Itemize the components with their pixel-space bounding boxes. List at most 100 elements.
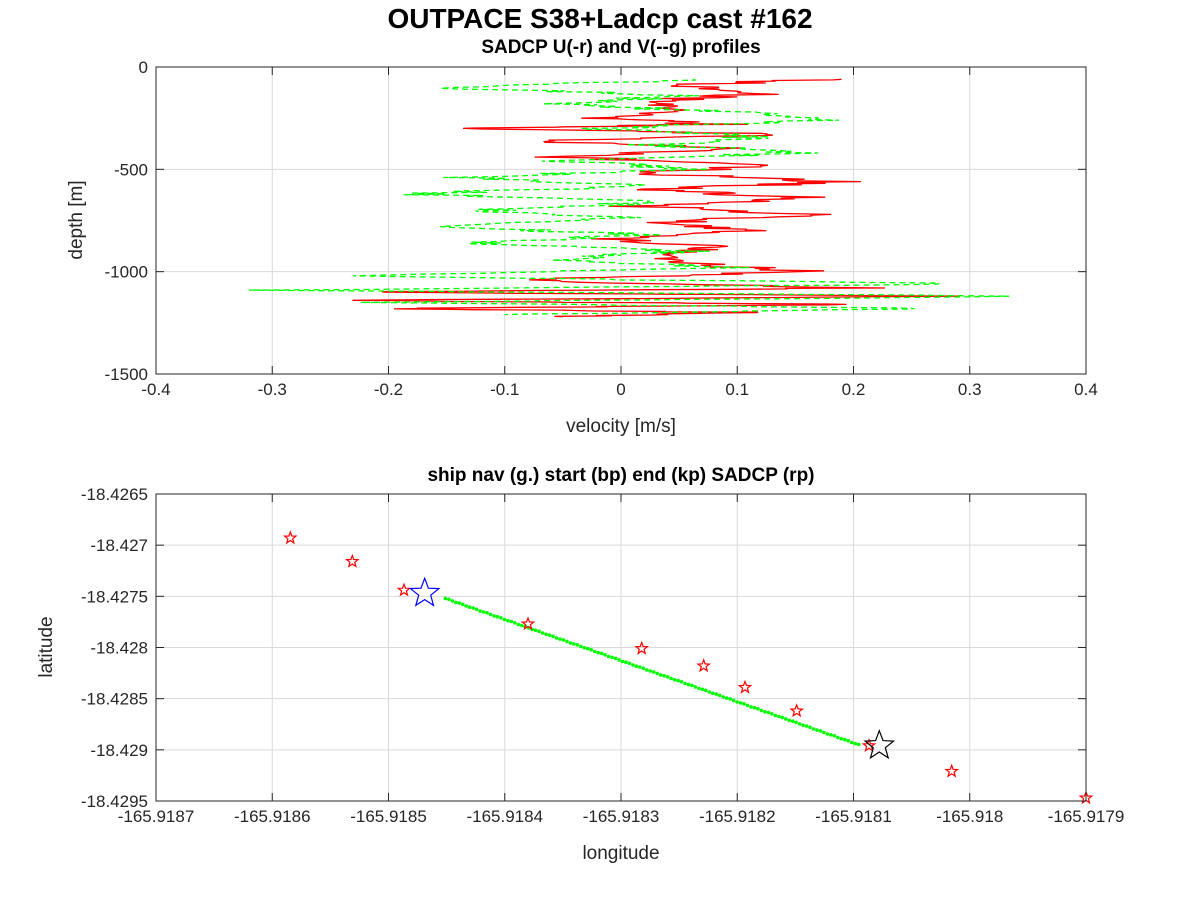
- ship-nav-point: [481, 610, 486, 614]
- ship-nav-point: [492, 614, 496, 618]
- nav-x-label: longitude: [582, 843, 659, 864]
- ship-nav-track: [443, 596, 861, 747]
- ship-nav-point: [697, 686, 701, 691]
- ship-nav-point: [693, 685, 698, 689]
- ship-nav-point: [509, 619, 514, 624]
- ship-nav-point: [832, 734, 837, 738]
- nav-x-tick-label: -165.9179: [1048, 807, 1125, 826]
- nav-data: [282, 530, 1094, 805]
- profile-x-tick-label: 0.2: [842, 380, 866, 399]
- ship-nav-point: [662, 674, 666, 678]
- ship-nav-point: [804, 724, 809, 728]
- sadcp-star-marker: [789, 703, 805, 718]
- ship-nav-point: [547, 633, 552, 637]
- ship-nav-point: [825, 732, 830, 736]
- ship-nav-point: [679, 680, 684, 684]
- nav-y-tick-label: -18.4285: [81, 690, 148, 709]
- ship-nav-point: [478, 609, 482, 613]
- ship-nav-point: [606, 654, 611, 659]
- ship-nav-point: [631, 663, 635, 667]
- ship-nav-point: [450, 599, 455, 603]
- nav-ticks: -165.9187 -165.9186 -165.9185 -165.9184 -165…: [81, 485, 1124, 826]
- ship-nav-point: [665, 675, 670, 679]
- profile-y-tick-label: -1500: [105, 365, 148, 384]
- ship-nav-point: [801, 723, 805, 728]
- ship-nav-point: [467, 605, 472, 609]
- ship-nav-axes: ship nav (g.) start (bp) end (kp) SADCP …: [36, 465, 1124, 864]
- ship-nav-point: [474, 607, 479, 612]
- ship-nav-point: [704, 688, 708, 693]
- ship-nav-point: [707, 690, 712, 694]
- sadcp-star-marker: [737, 679, 753, 694]
- ship-nav-point: [777, 714, 781, 719]
- ship-nav-point: [540, 631, 545, 635]
- sadcp-star-marker: [696, 658, 712, 673]
- nav-x-tick-label: -165.9184: [466, 807, 543, 826]
- u-velocity-line: [352, 78, 960, 318]
- ship-nav-point: [818, 729, 823, 733]
- ship-nav-point: [641, 666, 646, 671]
- ship-nav-point: [506, 618, 510, 623]
- ship-nav-point: [839, 737, 844, 741]
- ship-nav-point: [582, 646, 587, 650]
- ship-nav-point: [443, 596, 448, 601]
- ship-nav-point: [585, 646, 590, 651]
- ship-nav-point: [658, 673, 663, 677]
- ship-nav-point: [513, 621, 517, 625]
- ship-nav-point: [561, 638, 566, 642]
- ship-nav-point: [829, 733, 833, 737]
- ship-nav-point: [645, 668, 649, 672]
- ship-nav-point: [711, 691, 715, 696]
- nav-y-tick-label: -18.427: [90, 536, 148, 555]
- ship-nav-point: [797, 722, 802, 726]
- ship-nav-point: [624, 660, 628, 664]
- ship-nav-point: [471, 606, 475, 610]
- ship-nav-point: [794, 720, 798, 725]
- ship-nav-point: [856, 742, 861, 747]
- ship-nav-point: [592, 649, 597, 654]
- profile-x-tick-label: 0.3: [958, 380, 982, 399]
- nav-plot-title: ship nav (g.) start (bp) end (kp) SADCP …: [427, 465, 814, 486]
- ship-nav-point: [749, 705, 753, 709]
- ship-nav-point: [846, 739, 850, 743]
- ship-nav-point: [735, 700, 739, 704]
- nav-x-tick-label: -165.9187: [118, 807, 195, 826]
- ship-nav-point: [853, 741, 857, 746]
- ship-nav-point: [499, 616, 503, 620]
- ship-nav-point: [717, 693, 722, 698]
- ship-nav-point: [724, 696, 729, 700]
- figure-suptitle: OUTPACE S38+Ladcp cast #162: [387, 3, 812, 34]
- ship-nav-point: [700, 687, 705, 692]
- profile-plot-title: SADCP U(-r) and V(--g) profiles: [481, 37, 760, 58]
- velocity-profile-axes: SADCP U(-r) and V(--g) profiles -0.4 -0.3…: [66, 37, 1098, 437]
- profile-ticks: -0.4 -0.3 -0.2 -0.1 0 0.1 0.2 0.3 0.4 -1500 -1000 -…: [105, 58, 1098, 399]
- ship-nav-point: [537, 629, 541, 634]
- profile-y-tick-label: 0: [139, 58, 148, 77]
- ship-nav-point: [676, 678, 680, 683]
- ship-nav-point: [811, 727, 816, 731]
- ship-nav-point: [690, 683, 694, 688]
- ship-nav-point: [745, 703, 750, 708]
- profile-y-tick-label: -500: [114, 160, 148, 179]
- sadcp-star-marker: [861, 737, 877, 752]
- ship-nav-point: [620, 659, 625, 664]
- ship-nav-point: [572, 642, 576, 646]
- sadcp-star-marker: [944, 763, 960, 778]
- ship-nav-point: [669, 676, 673, 681]
- ship-nav-point: [638, 665, 642, 669]
- ship-nav-point: [787, 718, 791, 723]
- ship-nav-point: [457, 601, 462, 605]
- nav-y-tick-label: -18.4295: [81, 792, 148, 811]
- ship-nav-point: [488, 612, 493, 617]
- nav-y-tick-label: -18.429: [90, 741, 148, 760]
- sadcp-star-marker: [344, 553, 360, 568]
- ship-nav-point: [815, 728, 819, 732]
- nav-y-label: latitude: [36, 616, 57, 677]
- ship-nav-point: [672, 678, 677, 682]
- profile-x-tick-label: 0: [616, 380, 625, 399]
- sadcp-star-marker: [396, 582, 412, 597]
- profile-y-tick-label: -1000: [105, 263, 148, 282]
- ship-nav-point: [763, 709, 767, 714]
- ship-nav-point: [648, 669, 653, 673]
